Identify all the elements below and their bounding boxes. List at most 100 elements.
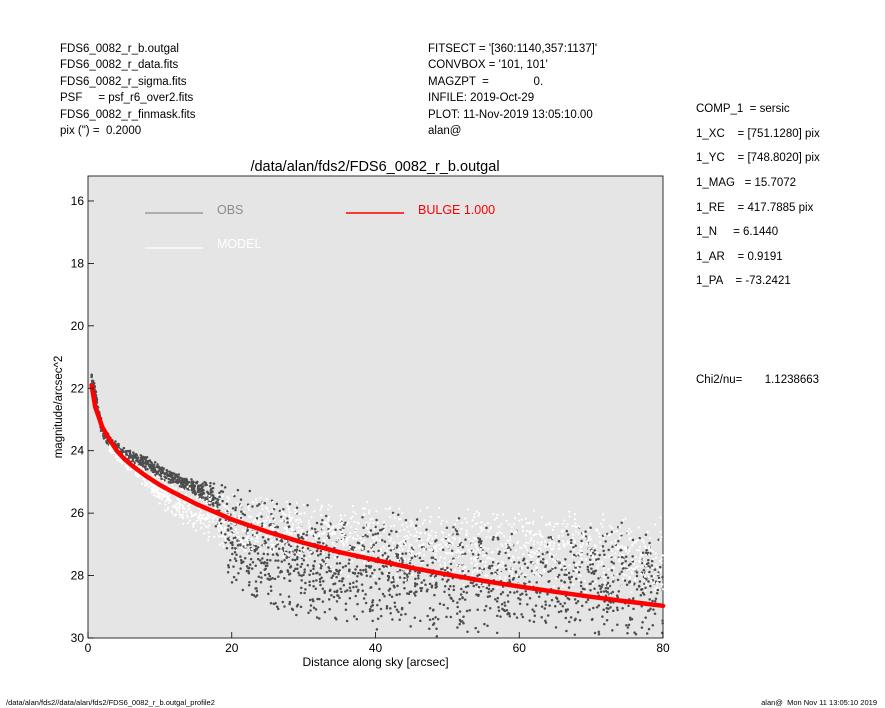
data-point [288,514,291,517]
data-point [250,548,253,551]
data-point [90,374,93,378]
data-point [318,532,321,535]
data-point [395,546,399,549]
data-point [419,544,422,547]
data-point [164,500,167,503]
data-point [589,538,593,541]
data-point [248,581,251,584]
data-point [330,505,333,508]
data-point [328,608,331,611]
data-point [610,560,613,564]
data-point [653,568,657,571]
data-point [269,535,272,538]
data-point [486,547,489,550]
data-point [196,480,199,484]
data-point [368,609,372,613]
data-point [299,591,303,595]
data-point [450,532,453,535]
data-point [341,541,344,545]
data-point [529,555,532,559]
data-point [393,601,396,604]
data-point [367,511,371,514]
data-point [294,543,297,546]
data-point [627,532,630,535]
data-point [414,527,417,531]
y-tick-label: 30 [71,631,85,645]
data-point [563,562,566,565]
data-point [650,574,653,578]
data-point [655,586,659,589]
data-point [236,502,239,505]
data-point [277,566,280,569]
data-point [443,567,446,570]
data-point [521,592,524,596]
data-point [391,511,395,515]
data-point [483,622,486,626]
data-point [482,550,485,553]
data-point [630,566,633,570]
data-point [371,571,374,575]
data-point [559,602,562,606]
data-point [260,515,263,518]
data-point [105,441,109,445]
data-point [428,606,432,610]
data-point [541,552,545,556]
data-point [458,570,461,573]
data-point [221,499,224,503]
data-point [154,485,158,488]
data-point [170,483,174,487]
data-point [265,535,268,538]
data-point [141,465,145,468]
data-point [451,599,455,603]
data-point [161,494,165,497]
data-point [651,599,654,603]
data-point [321,518,324,522]
data-point [560,529,563,532]
data-point [299,605,303,609]
data-point [327,556,331,559]
data-point [239,505,242,508]
data-point [490,572,494,575]
data-point [488,607,492,610]
data-point [532,574,535,577]
data-point [372,525,375,528]
data-point [602,513,605,516]
data-point [475,593,478,596]
data-point [251,505,254,508]
data-point [407,550,410,553]
data-point [440,538,443,542]
data-point [540,605,544,608]
data-point [429,542,432,545]
data-point [175,502,178,505]
data-point [476,587,479,591]
data-point [296,603,300,607]
data-point [434,535,437,538]
data-point [572,545,575,549]
data-point [289,565,293,568]
data-point [102,437,106,440]
data-point [661,575,664,579]
data-point [179,515,182,518]
data-point [633,631,636,634]
data-point [544,565,547,569]
data-point [457,555,460,558]
data-point [125,452,128,455]
data-point [151,473,154,476]
data-point [410,523,413,526]
data-point [256,514,259,517]
data-point [205,493,208,497]
data-point [655,582,658,585]
data-point [176,497,179,500]
data-point [286,517,289,520]
data-point [542,557,545,561]
data-point [380,549,383,552]
data-point [211,520,215,523]
data-point [432,608,435,611]
data-point [616,530,619,533]
data-point [516,542,519,545]
data-point [205,483,208,487]
data-point [396,578,399,581]
data-point [401,552,404,555]
data-point [589,553,592,556]
